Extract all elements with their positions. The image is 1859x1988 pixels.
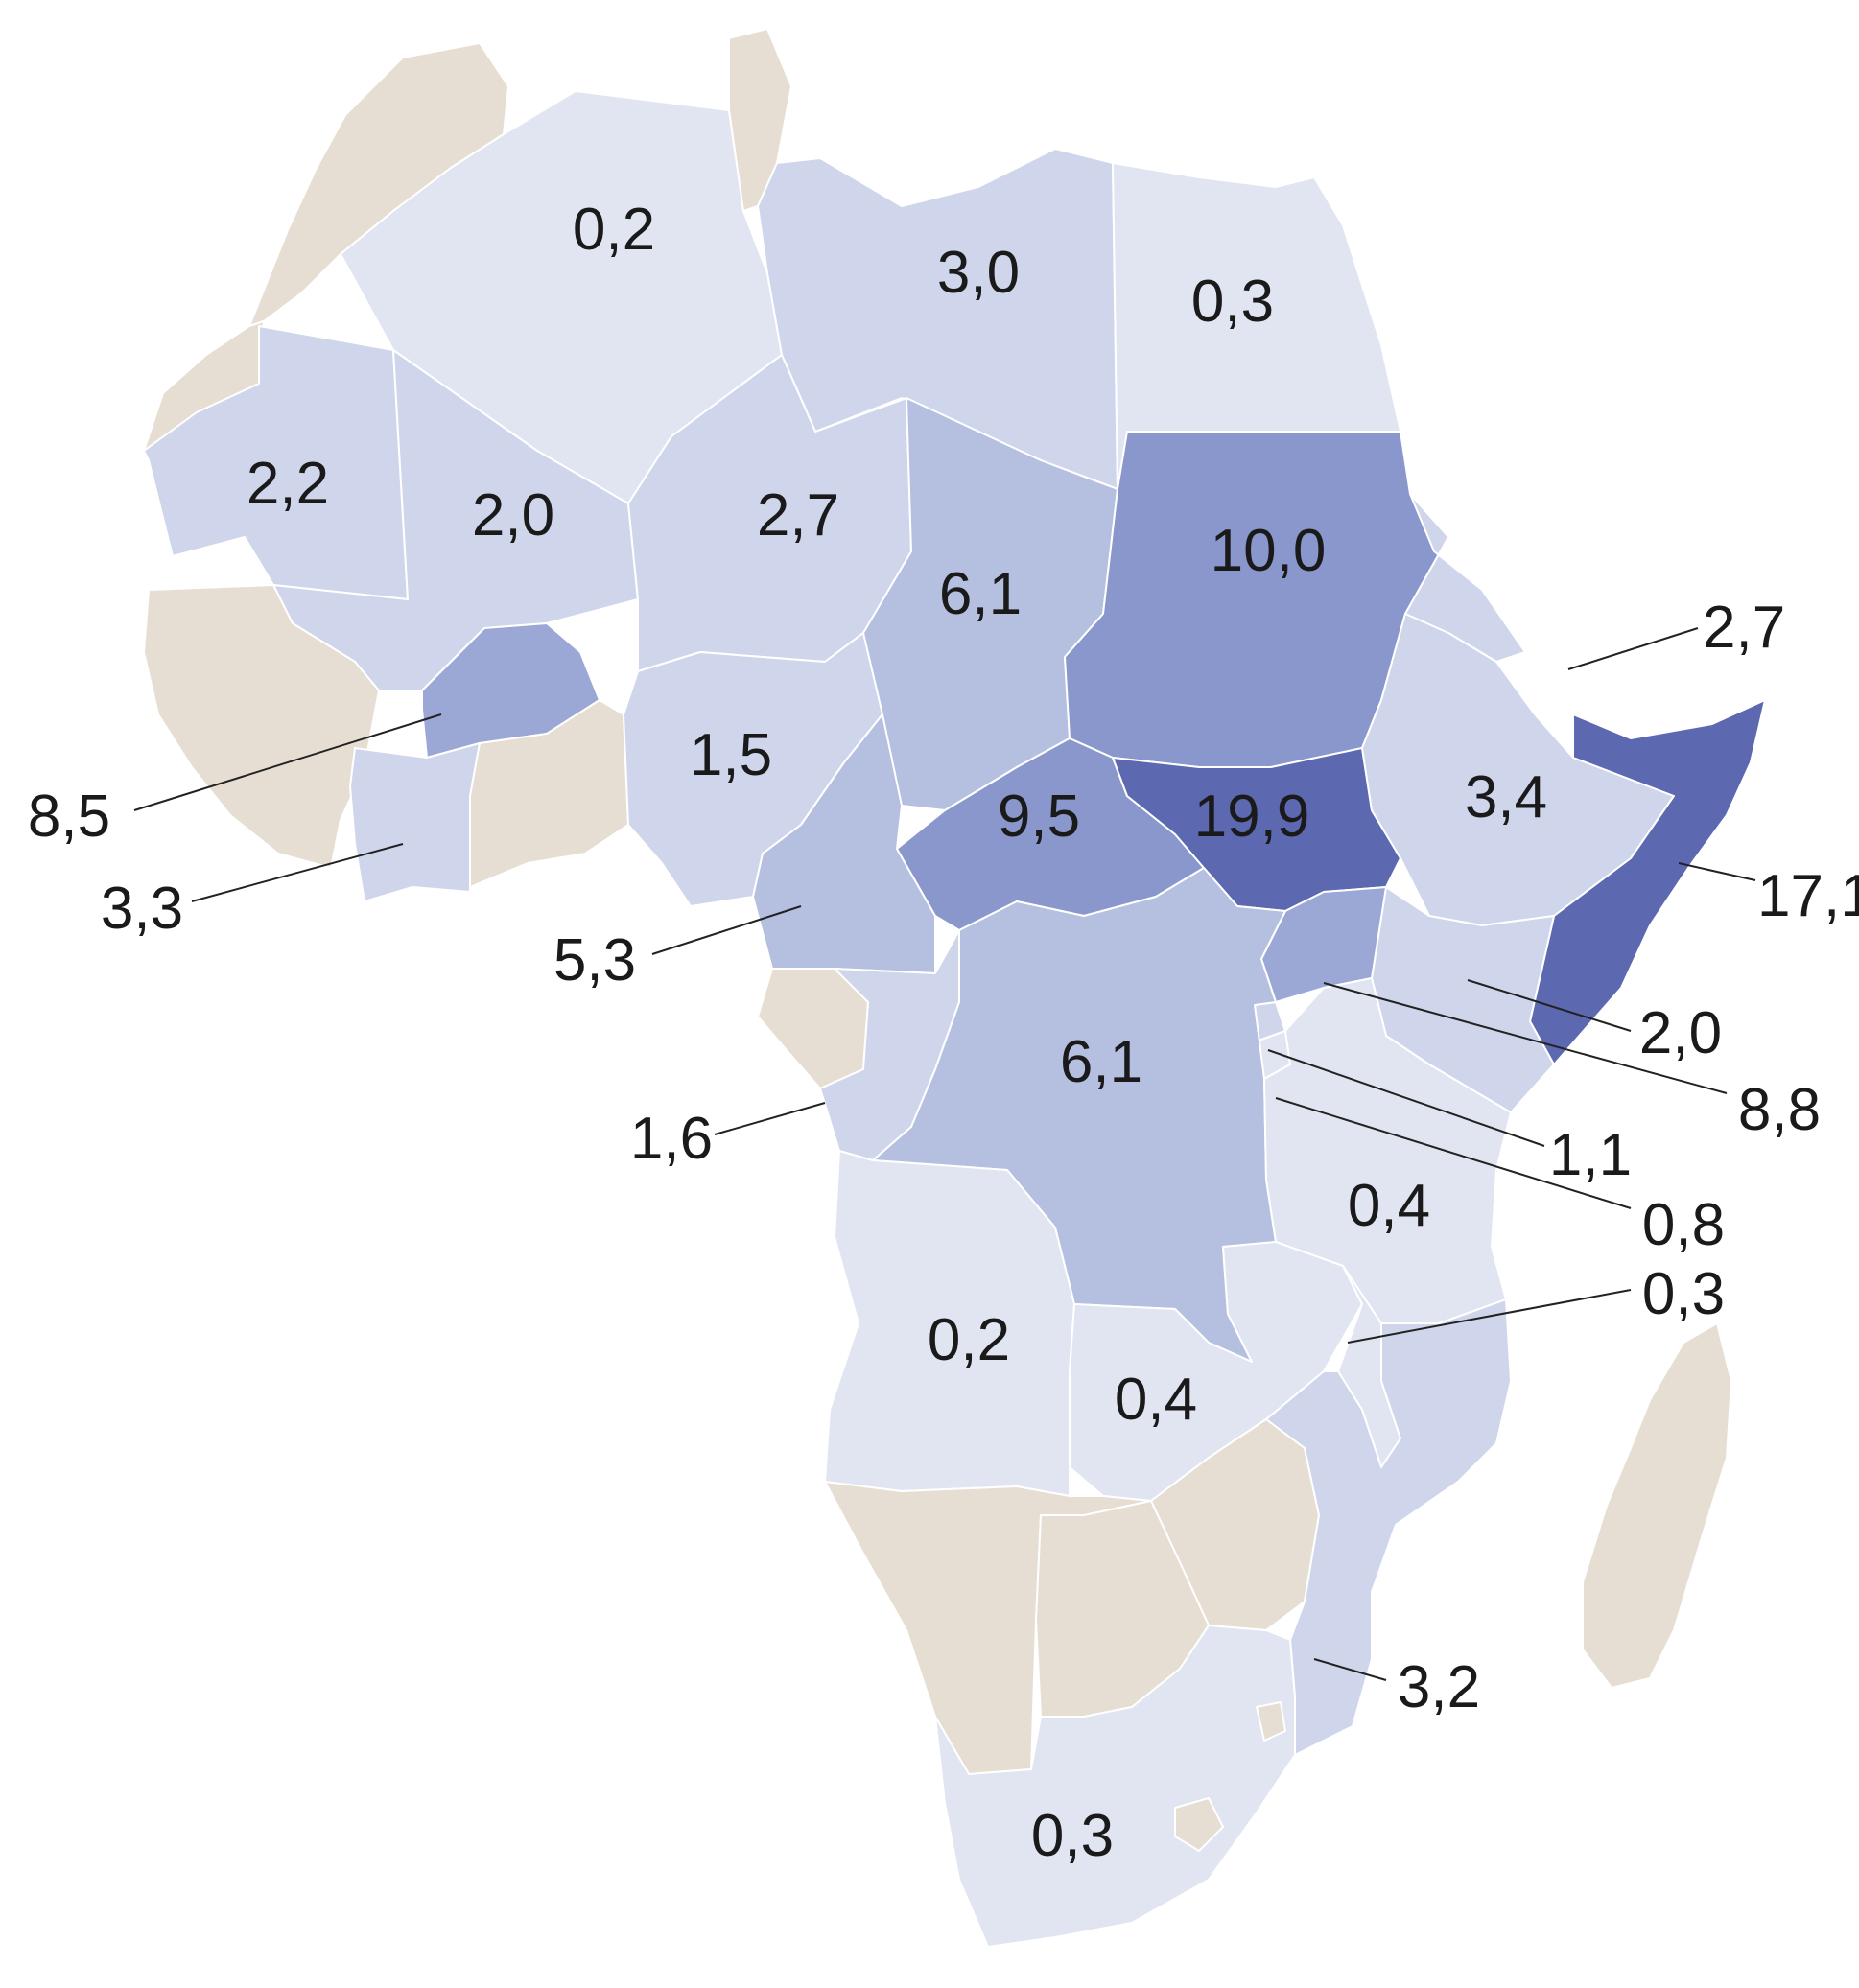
label-ethiopia: 3,4 [1465,764,1547,830]
leader-line-burkina-faso [133,713,442,811]
region-eswatini [1256,1701,1286,1742]
label-car: 9,5 [998,784,1080,850]
label-algeria: 0,2 [573,197,655,263]
label-drc: 6,1 [1060,1029,1142,1095]
value-labels: 0,2 3,0 0,3 2,2 2,0 2,7 6,1 10,0 2,7 8,5… [28,197,1859,1869]
label-angola: 0,2 [928,1307,1010,1373]
region-cote-divoire [349,742,481,902]
label-cameroon: 5,3 [553,927,636,994]
label-burundi: 0,8 [1642,1192,1725,1258]
regions-layer [143,28,1766,1948]
leader-line-cote-divoire [191,843,404,902]
leader-line-rwanda [1267,1049,1545,1147]
label-sudan: 10,0 [1211,518,1327,584]
label-eritrea: 2,7 [1703,595,1785,661]
leader-line-cameroon [651,905,802,955]
label-congo: 1,6 [630,1106,713,1172]
leader-line-uganda [1323,982,1728,1094]
leader-line-malawi [1347,1289,1632,1344]
region-morocco [248,42,509,327]
label-nigeria: 1,5 [690,722,772,788]
label-somalia: 17,1 [1757,863,1859,929]
region-south-africa [934,1625,1296,1948]
label-mozambique: 3,2 [1398,1654,1480,1720]
label-kenya: 2,0 [1639,1000,1722,1066]
label-cote-divoire: 3,3 [101,876,183,942]
label-chad: 6,1 [939,561,1022,627]
label-mauritania: 2,2 [247,451,329,517]
leader-line-congo [714,1102,826,1135]
region-cameroon [752,713,936,974]
leader-line-kenya [1467,979,1632,1032]
label-rwanda: 1,1 [1549,1122,1632,1188]
label-uganda: 8,8 [1738,1077,1821,1143]
label-malawi: 0,3 [1642,1261,1725,1327]
label-south-africa: 0,3 [1031,1803,1114,1869]
region-ghana-togo-benin [469,699,629,888]
leader-lines [133,627,1756,1681]
region-somalia [1529,699,1766,1065]
label-tanzania: 0,4 [1348,1173,1430,1239]
label-mali: 2,0 [472,482,554,549]
leader-line-burundi [1275,1097,1632,1209]
leader-line-eritrea [1567,627,1699,670]
label-zambia: 0,4 [1115,1367,1197,1433]
label-niger: 2,7 [757,482,839,549]
label-egypt: 0,3 [1191,269,1274,335]
leader-line-mozambique [1313,1658,1387,1681]
label-libya: 3,0 [937,240,1020,306]
region-west-coast [143,584,380,869]
label-burkina-faso: 8,5 [28,784,110,850]
leader-line-somalia [1678,862,1756,881]
region-madagascar [1582,1322,1732,1689]
label-south-sudan: 19,9 [1194,784,1310,850]
region-lesotho [1174,1797,1224,1852]
